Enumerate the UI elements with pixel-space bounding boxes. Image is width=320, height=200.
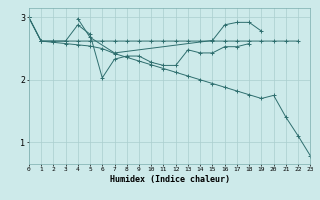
X-axis label: Humidex (Indice chaleur): Humidex (Indice chaleur)	[109, 175, 229, 184]
